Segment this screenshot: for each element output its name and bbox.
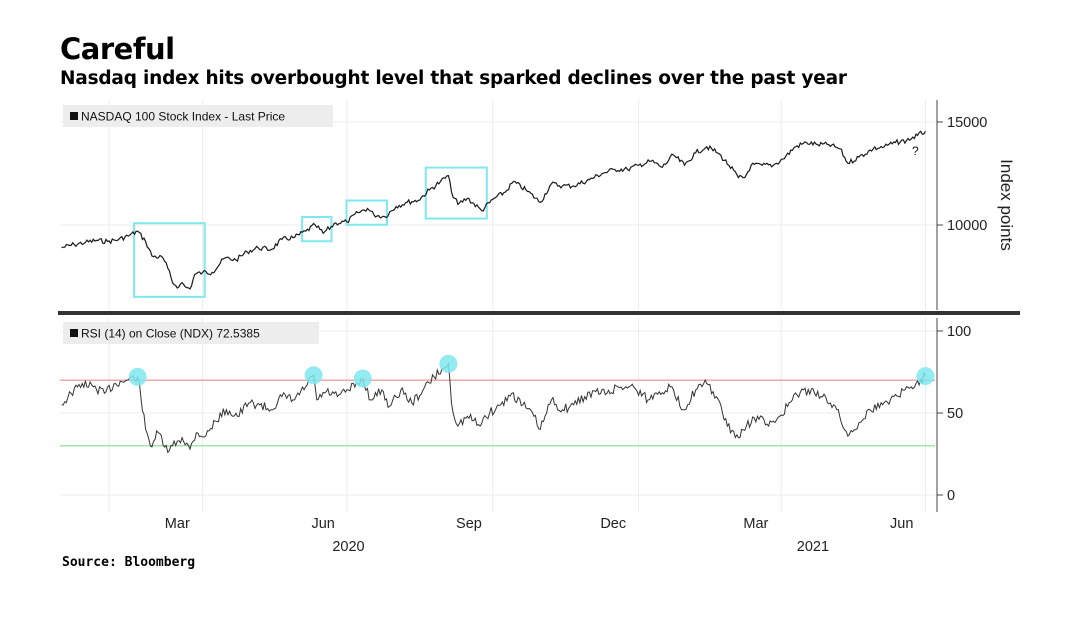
grid-lines [60,100,935,512]
y-tick-label: 100 [947,324,971,340]
y-tick-label: 0 [947,488,955,504]
x-year-label: 2021 [797,539,829,555]
y-axis-title: Index points [997,159,1016,251]
rsi-highlight-marker [916,367,934,385]
y-tick-label: 15000 [947,115,987,131]
rsi-highlight-marker [305,366,323,384]
highlight-boxes [134,168,487,297]
rsi-highlight-marker [439,355,457,373]
price-legend-swatch [70,112,78,120]
rsi-line [62,364,926,453]
x-tick-label: Sep [456,516,482,532]
highlight-box [346,201,386,225]
price-annotation: ? [912,144,919,158]
source-note: Source: Bloomberg [62,555,195,570]
rsi-highlight-markers [129,355,935,388]
series-lines [62,131,926,452]
x-year-label: 2020 [332,539,364,555]
rsi-legend-label: RSI (14) on Close (NDX) 72.5385 [81,327,260,341]
rsi-legend-swatch [70,329,78,337]
price-line [62,131,926,289]
y-tick-label: 50 [947,406,963,422]
highlight-box [134,223,205,297]
rsi-highlight-marker [354,370,372,388]
y-tick-label: 10000 [947,218,987,234]
rsi-highlight-marker [129,368,147,386]
highlight-box [426,168,487,219]
x-tick-label: Jun [311,516,334,532]
panel-divider [58,311,1020,315]
price-legend-label: NASDAQ 100 Stock Index - Last Price [81,110,285,124]
x-tick-label: Mar [165,516,190,532]
x-tick-label: Jun [890,516,913,532]
x-tick-label: Dec [600,516,626,532]
x-tick-label: Mar [743,516,768,532]
